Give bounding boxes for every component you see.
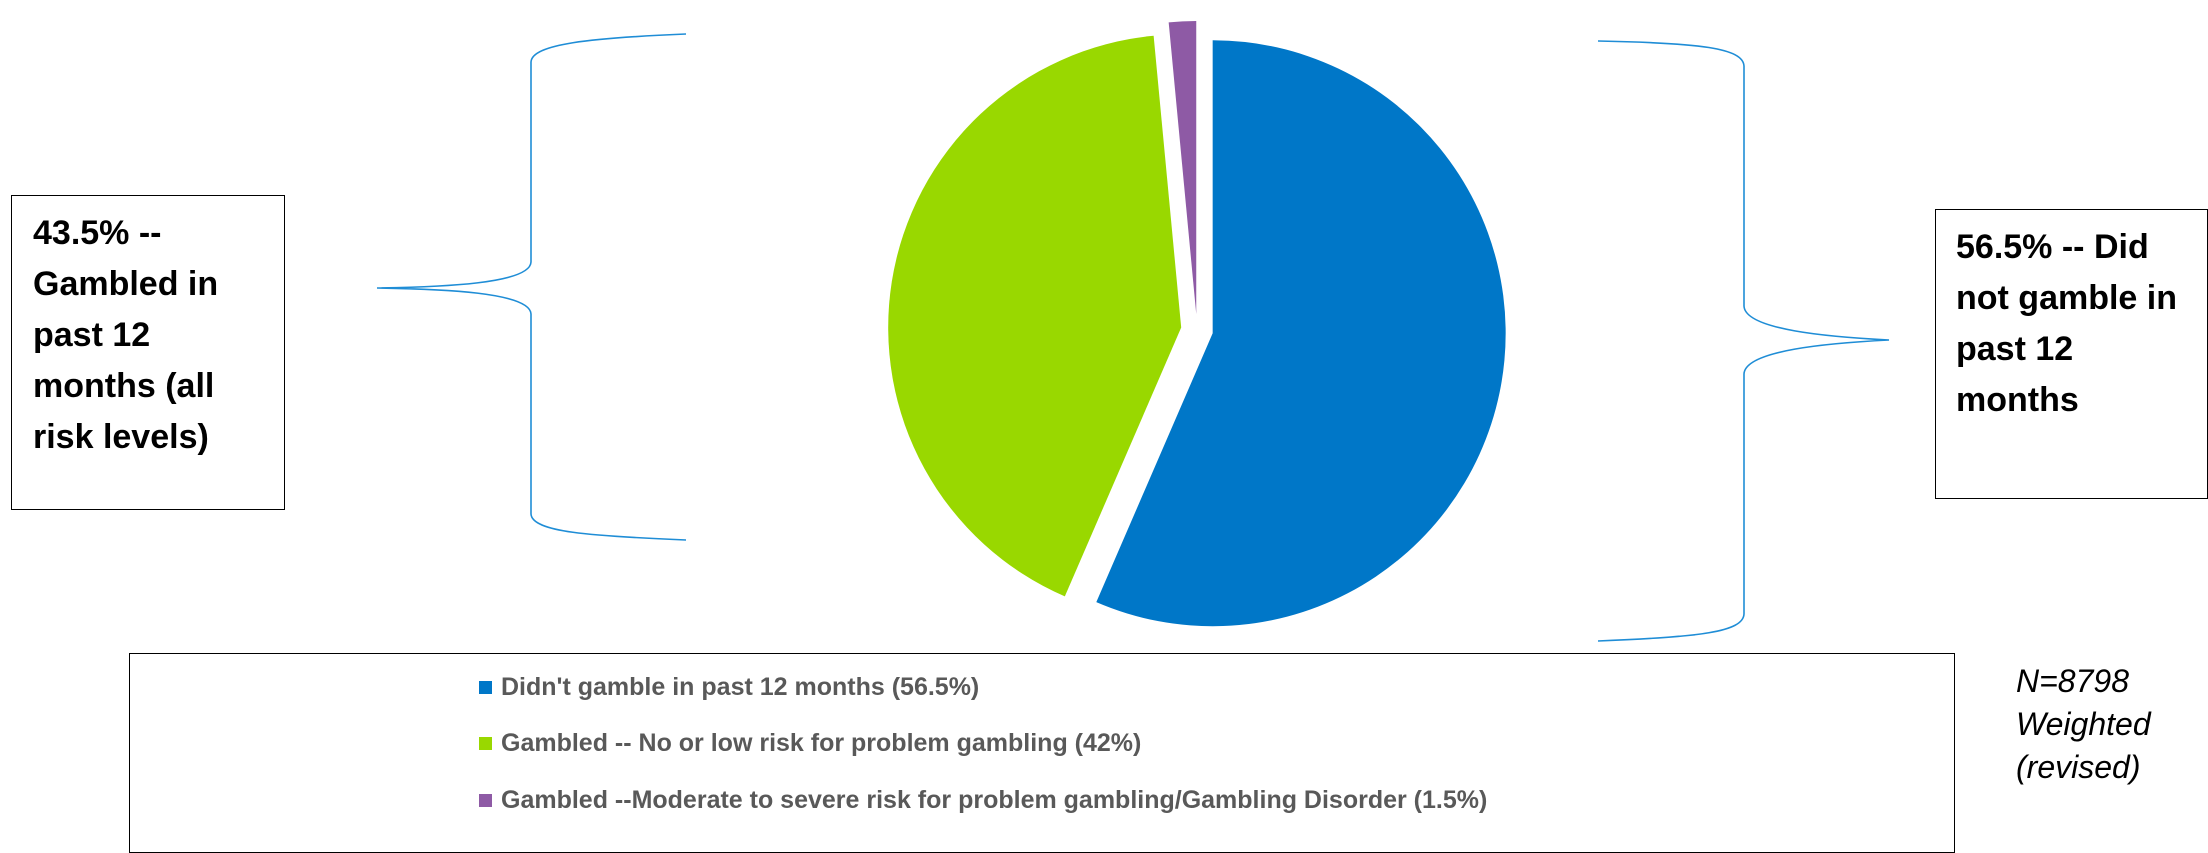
legend-label-low-risk: Gambled -- No or low risk for problem ga…: [501, 728, 1142, 757]
note-revised: (revised): [2016, 749, 2141, 785]
pie-slice-low-risk: [888, 35, 1182, 597]
callout-gambled: 43.5% -- Gambled in past 12 months (all …: [11, 195, 285, 510]
right-brace: [1597, 40, 1890, 642]
legend: Didn't gamble in past 12 months (56.5%) …: [129, 653, 1955, 853]
legend-item-moderate-severe: Gambled --Moderate to severe risk for pr…: [479, 785, 1487, 815]
note-weighted: Weighted: [2016, 706, 2151, 742]
left-brace: [376, 33, 687, 541]
legend-label-moderate-severe: Gambled --Moderate to severe risk for pr…: [501, 785, 1488, 814]
legend-swatch-moderate-severe: [479, 793, 492, 807]
legend-swatch-didnt-gamble: [479, 680, 492, 694]
callout-did-not-gamble-text: 56.5% -- Did not gamble in past 12 month…: [1956, 228, 2177, 419]
pie-slice-moderate-severe: [1168, 21, 1197, 315]
legend-item-didnt-gamble: Didn't gamble in past 12 months (56.5%): [479, 672, 979, 702]
callout-gambled-text: 43.5% -- Gambled in past 12 months (all …: [33, 214, 219, 456]
sample-note: N=8798 Weighted (revised): [2016, 660, 2151, 789]
pie-slice-didnt-gamble: [1096, 40, 1506, 627]
legend-swatch-low-risk: [479, 736, 492, 750]
callout-did-not-gamble: 56.5% -- Did not gamble in past 12 month…: [1935, 209, 2208, 499]
pie-chart: [376, 21, 1890, 642]
legend-item-low-risk: Gambled -- No or low risk for problem ga…: [479, 728, 1141, 758]
note-sample-size: N=8798: [2016, 663, 2129, 699]
legend-label-didnt-gamble: Didn't gamble in past 12 months (56.5%): [501, 672, 980, 701]
pie-slices: [888, 21, 1506, 627]
